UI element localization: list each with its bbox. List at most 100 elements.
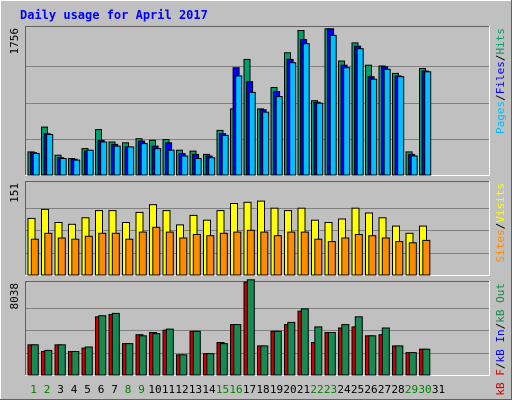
bar-pages bbox=[181, 155, 189, 176]
legend-separator: / bbox=[494, 323, 507, 330]
bar-sites bbox=[111, 232, 120, 276]
bar-sites bbox=[341, 237, 350, 276]
bar-pages bbox=[46, 134, 54, 176]
bar-pages bbox=[343, 67, 351, 176]
day-label: 3 bbox=[57, 383, 64, 396]
bar-sites bbox=[408, 242, 417, 276]
bar-sites bbox=[192, 234, 201, 276]
bar-sites bbox=[179, 237, 188, 276]
bar-kb-out bbox=[152, 333, 161, 376]
bar-sites bbox=[98, 232, 107, 276]
legend-entry: Pages bbox=[494, 101, 507, 134]
day-label: 24 bbox=[337, 383, 351, 396]
bar-pages bbox=[275, 96, 283, 176]
bar-pages bbox=[73, 159, 81, 176]
legend-separator: / bbox=[494, 223, 507, 230]
bar-kb-out bbox=[71, 351, 80, 376]
bar-sites bbox=[354, 234, 363, 276]
bar-kb-out bbox=[381, 327, 390, 376]
day-label: 18 bbox=[256, 383, 269, 396]
bar-pages bbox=[86, 149, 94, 176]
bar-kb-out bbox=[327, 332, 336, 376]
bar-pages bbox=[316, 102, 324, 176]
bar-sites bbox=[327, 241, 336, 276]
bar-pages bbox=[410, 155, 418, 176]
bar-kb-out bbox=[44, 349, 53, 376]
bar-pages bbox=[140, 143, 148, 176]
y-max-label: 151 bbox=[8, 183, 21, 203]
bar-sites bbox=[368, 235, 377, 276]
bar-sites bbox=[30, 238, 39, 276]
bar-sites bbox=[125, 238, 134, 276]
bar-sites bbox=[165, 231, 174, 276]
bar-sites bbox=[138, 231, 147, 276]
bar-sites bbox=[381, 237, 390, 276]
bar-kb-out bbox=[192, 330, 201, 376]
bar-pages bbox=[167, 149, 175, 176]
bar-pages bbox=[397, 76, 405, 176]
bar-sites bbox=[300, 231, 309, 276]
bar-pages bbox=[329, 34, 337, 176]
bar-kb-out bbox=[368, 335, 377, 376]
bar-pages bbox=[221, 134, 229, 176]
day-label: 12 bbox=[175, 383, 188, 396]
panel-sites_visits: 151 Sites/Visits bbox=[8, 181, 507, 276]
day-label: 14 bbox=[202, 383, 216, 396]
bar-kb-out bbox=[206, 353, 215, 376]
bar-sites bbox=[152, 226, 161, 276]
bar-pages bbox=[208, 157, 216, 176]
bar-kb-out bbox=[422, 348, 431, 376]
legend-entry: kB F bbox=[494, 369, 507, 396]
bar-pages bbox=[248, 91, 256, 176]
bar-kb-out bbox=[408, 352, 417, 376]
bar-kb-out bbox=[354, 316, 363, 376]
bar-sites bbox=[314, 238, 323, 276]
day-label: 29 bbox=[405, 383, 418, 396]
bar-pages bbox=[302, 43, 310, 176]
day-label: 20 bbox=[283, 383, 296, 396]
legend-separator: / bbox=[494, 55, 507, 62]
day-label: 17 bbox=[243, 383, 256, 396]
day-label: 5 bbox=[84, 383, 91, 396]
bar-pages bbox=[424, 71, 432, 176]
bar-pages bbox=[383, 68, 391, 176]
day-label: 30 bbox=[418, 383, 431, 396]
series-legend: Sites/Visits bbox=[494, 183, 507, 263]
bar-kb-out bbox=[314, 326, 323, 376]
bar-kb-out bbox=[246, 279, 255, 376]
bar-sites bbox=[395, 241, 404, 276]
panels-layer: 1756Pages/Files/Hits151Sites/Visits8038k… bbox=[8, 26, 507, 396]
day-label: 26 bbox=[364, 383, 377, 396]
legend-entry: Sites bbox=[494, 229, 507, 262]
bar-kb-out bbox=[179, 354, 188, 376]
bar-kb-out bbox=[125, 343, 134, 376]
bar-pages bbox=[356, 48, 364, 176]
bar-pages bbox=[194, 158, 202, 176]
bar-pages bbox=[32, 153, 40, 176]
bar-kb-out bbox=[233, 324, 242, 376]
day-label: 23 bbox=[324, 383, 337, 396]
bar-sites bbox=[260, 231, 269, 276]
bar-sites bbox=[233, 231, 242, 276]
legend-entry: Files bbox=[494, 61, 507, 94]
day-label: 6 bbox=[98, 383, 105, 396]
bar-kb-out bbox=[111, 312, 120, 376]
bar-kb-out bbox=[84, 346, 93, 376]
bar-pages bbox=[262, 111, 270, 176]
bar-kb-out bbox=[273, 330, 282, 376]
bar-pages bbox=[59, 158, 67, 176]
day-label: 16 bbox=[229, 383, 242, 396]
legend-entry: kB In bbox=[494, 329, 507, 362]
bar-sites bbox=[246, 229, 255, 276]
day-label: 10 bbox=[148, 383, 161, 396]
legend-entry: kB Out bbox=[494, 283, 507, 323]
bar-sites bbox=[71, 238, 80, 276]
day-axis: 1 2 3 4 5 6 7 8 9 10 11 12 13 14 15 16 17 18 19 20 21 22 23 24 2… bbox=[30, 383, 445, 396]
bar-kb-out bbox=[219, 343, 228, 376]
bar-pages bbox=[370, 78, 378, 176]
bar-kb-out bbox=[98, 315, 107, 376]
legend-separator: / bbox=[494, 94, 507, 101]
day-label: 9 bbox=[138, 383, 145, 396]
